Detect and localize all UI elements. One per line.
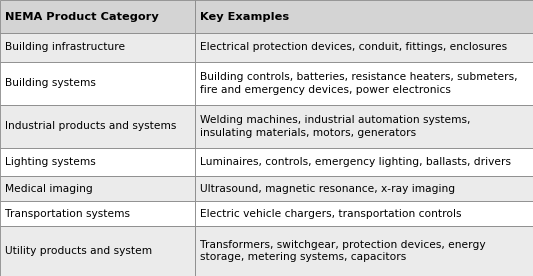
Bar (0, 176, 195, 201)
Bar (195, 33, 533, 62)
Text: Electric vehicle chargers, transportation controls: Electric vehicle chargers, transportatio… (200, 209, 462, 219)
Text: Welding machines, industrial automation systems,
insulating materials, motors, g: Welding machines, industrial automation … (200, 115, 470, 138)
Bar (0, 0, 195, 33)
Text: Transportation systems: Transportation systems (5, 209, 131, 219)
Text: Transformers, switchgear, protection devices, energy
storage, metering systems, : Transformers, switchgear, protection dev… (200, 240, 486, 262)
Bar (195, 201, 533, 226)
Bar (195, 105, 533, 148)
Bar (195, 176, 533, 201)
Bar (195, 148, 533, 176)
Text: Utility products and system: Utility products and system (5, 246, 152, 256)
Text: Luminaires, controls, emergency lighting, ballasts, drivers: Luminaires, controls, emergency lighting… (200, 157, 511, 167)
Text: Building infrastructure: Building infrastructure (5, 43, 125, 52)
Bar (0, 226, 195, 276)
Bar (195, 226, 533, 276)
Text: Key Examples: Key Examples (200, 12, 289, 22)
Text: Medical imaging: Medical imaging (5, 184, 93, 194)
Bar (0, 201, 195, 226)
Text: NEMA Product Category: NEMA Product Category (5, 12, 159, 22)
Text: Lighting systems: Lighting systems (5, 157, 96, 167)
Text: Building systems: Building systems (5, 78, 96, 88)
Text: Ultrasound, magnetic resonance, x-ray imaging: Ultrasound, magnetic resonance, x-ray im… (200, 184, 455, 194)
Text: Industrial products and systems: Industrial products and systems (5, 121, 177, 131)
Bar (195, 0, 533, 33)
Bar (0, 62, 195, 105)
Bar (195, 62, 533, 105)
Text: Building controls, batteries, resistance heaters, submeters,
fire and emergency : Building controls, batteries, resistance… (200, 72, 518, 95)
Bar (0, 33, 195, 62)
Text: Electrical protection devices, conduit, fittings, enclosures: Electrical protection devices, conduit, … (200, 43, 507, 52)
Bar (0, 105, 195, 148)
Bar (0, 148, 195, 176)
